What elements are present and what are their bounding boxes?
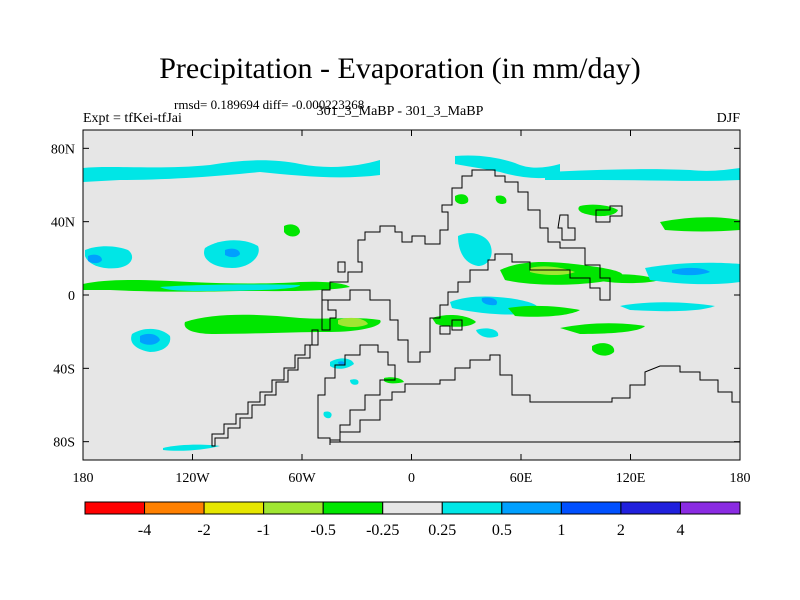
latitude-axis: 80N 40N 0 40S 80S (51, 142, 740, 451)
contour-band (530, 266, 575, 275)
lon-tick-label: 180 (73, 471, 94, 486)
contour-band (481, 297, 498, 306)
coastline (317, 344, 396, 445)
contour-band (184, 314, 381, 334)
colorbar-label: 0.5 (492, 522, 512, 539)
lon-tick-label: 120W (175, 471, 210, 486)
colorbar-bin (560, 501, 622, 515)
contour-band (660, 217, 740, 232)
contour-patch (495, 195, 507, 205)
lat-tick-label: 0 (68, 289, 75, 304)
colorbar-label: -1 (257, 522, 270, 539)
contour-band (455, 155, 560, 179)
coastline (451, 319, 463, 331)
map-background (83, 130, 740, 460)
lat-tick-label: 40S (53, 362, 75, 377)
colorbar-bin (620, 501, 681, 515)
season-label: DJF (716, 111, 740, 126)
colorbar-bin (322, 501, 384, 515)
colorbar-bin (203, 501, 265, 515)
lat-tick-label: 40N (51, 216, 75, 231)
lon-tick-label: 60W (288, 471, 316, 486)
lat-tick-label: 80N (51, 142, 75, 157)
contour-band (432, 315, 476, 327)
colorbar-bin (501, 501, 562, 515)
coastline (330, 354, 741, 443)
lon-tick-label: 180 (730, 471, 751, 486)
coastline (557, 214, 576, 241)
contour-band (476, 328, 499, 338)
colorbar-label: 0.25 (428, 522, 456, 539)
contour-band (672, 267, 710, 276)
case-label: 301_3_MaBP - 301_3_MaBP (316, 104, 484, 119)
colorbar-label: 1 (557, 522, 565, 539)
colorbar-label: -0.25 (366, 522, 399, 539)
contour-patch (338, 361, 345, 366)
contour-band (458, 233, 492, 266)
colorbar-bin (679, 501, 741, 515)
contour-patch (163, 444, 220, 451)
coastline (595, 205, 623, 223)
colorbar-label: 2 (617, 522, 625, 539)
contour-patch (455, 194, 469, 205)
lat-tick-label: 80S (53, 436, 75, 451)
colorbar-bin (84, 501, 146, 515)
longitude-axis: 180 120W 60W 0 60E 120E 180 (73, 130, 751, 486)
coastline (439, 325, 451, 335)
lon-tick-label: 0 (408, 471, 415, 486)
lon-tick-label: 60E (510, 471, 533, 486)
contour-band (620, 302, 715, 312)
contour-band (545, 168, 740, 181)
contour-band (338, 317, 368, 327)
contour-band (83, 160, 380, 182)
contour-patch (140, 333, 160, 345)
page-title: Precipitation - Evaporation (in mm/day) (159, 52, 641, 85)
colorbar-label: -2 (197, 522, 210, 539)
contour-patch (225, 248, 240, 258)
stats-label: rmsd= 0.189694 diff= -0.000223268 (174, 97, 365, 112)
coastlines (211, 169, 741, 447)
contour-patch (350, 379, 359, 385)
contour-patch (592, 343, 615, 356)
contour-fills (83, 155, 740, 451)
colorbar-bin (263, 501, 324, 515)
contour-band (160, 284, 300, 291)
colorbar-label: 4 (676, 522, 684, 539)
colorbar-bin (441, 501, 503, 515)
colorbar-label: -4 (138, 522, 151, 539)
contour-band (600, 274, 660, 284)
colorbar-bin (382, 501, 443, 515)
contour-patch (88, 254, 102, 264)
contour-patch (323, 411, 332, 419)
contour-patch (284, 224, 300, 237)
coastline (321, 299, 337, 331)
coastline (211, 329, 319, 447)
lon-tick-label: 120E (616, 471, 646, 486)
coastline (337, 261, 346, 273)
colorbar: -4 -2 -1 -0.5 -0.25 0.25 0.5 1 2 4 (84, 501, 741, 539)
colorbar-label: -0.5 (311, 522, 336, 539)
experiment-label: Expt = tfKei-tfJai (83, 111, 182, 126)
contour-band (508, 305, 580, 317)
contour-band (560, 323, 645, 334)
coastline (321, 169, 611, 363)
colorbar-bin (144, 501, 205, 515)
